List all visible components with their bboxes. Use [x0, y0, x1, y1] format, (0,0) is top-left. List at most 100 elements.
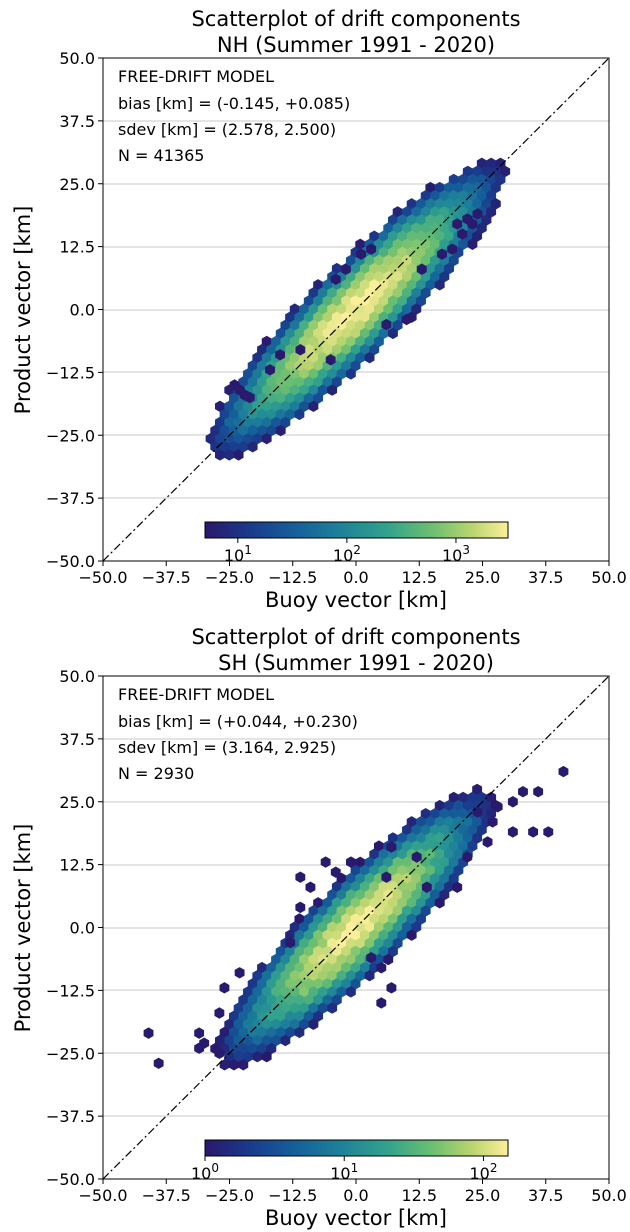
- hexbin-outlier: [285, 936, 296, 949]
- hexbin-cell: [214, 400, 225, 412]
- hexbin-cell: [229, 1010, 239, 1022]
- hexbin-cell: [392, 889, 403, 901]
- hexbin-cell: [373, 905, 384, 917]
- hexbin-cell: [430, 206, 440, 218]
- hexbin-cell: [275, 360, 286, 372]
- hexbin-cell: [261, 1034, 272, 1047]
- x-tick-label: −37.5: [142, 1186, 191, 1205]
- hexbin-cell: [289, 986, 300, 998]
- hexbin-cell: [467, 824, 478, 836]
- hexbin-cell: [392, 905, 403, 917]
- colorbar-tick-label: 103: [442, 543, 470, 565]
- hexbin-cell: [388, 864, 398, 877]
- hexbin-cell: [271, 953, 281, 966]
- hexbin-cell: [355, 905, 366, 917]
- x-tick-label: 37.5: [528, 1186, 564, 1205]
- hexbin-cell: [266, 408, 277, 421]
- hexbin-cell: [467, 173, 478, 186]
- hexbin-outlier: [330, 273, 341, 286]
- hexbin-cell: [271, 416, 281, 429]
- hexbin-cell: [350, 864, 361, 877]
- hexbin-cell: [430, 222, 440, 234]
- hexbin-cell: [369, 880, 380, 893]
- hexbin-cell: [490, 198, 501, 210]
- x-tick-label: 12.5: [401, 568, 437, 587]
- hexbin-outlier: [320, 856, 331, 868]
- hexbin-cell: [294, 1026, 305, 1039]
- hexbin-cell: [327, 303, 338, 315]
- hexbin-cell: [406, 230, 417, 242]
- hexbin-cell: [229, 1026, 239, 1039]
- hexbin-outlier: [507, 796, 518, 808]
- hexbin-cell: [294, 961, 305, 974]
- hexbin-cell: [430, 238, 440, 250]
- hexbin-cell: [378, 327, 389, 340]
- hexbin-cell: [322, 343, 333, 356]
- hexbin-cell: [308, 303, 319, 315]
- hexbin-outlier: [376, 997, 387, 1009]
- hexbin-cell: [416, 816, 426, 828]
- hexbin-cell: [229, 1059, 239, 1071]
- hexbin-cell: [280, 400, 291, 412]
- hexbin-cell: [294, 929, 305, 941]
- hexbin-cell: [275, 994, 286, 1006]
- hexbin-cell: [210, 424, 221, 437]
- hexbin-cell: [425, 246, 436, 259]
- hexbin-cell: [317, 921, 328, 933]
- hexbin-cell: [378, 945, 389, 958]
- hexbin-cell: [462, 181, 473, 194]
- hexbin-cell: [243, 986, 253, 998]
- hexbin-cell: [420, 872, 431, 885]
- hexbin-cell: [411, 824, 422, 836]
- colorbar-tick-label: 100: [191, 1161, 219, 1183]
- hexbin-cell: [331, 295, 342, 307]
- hexbin-cell: [257, 360, 267, 372]
- hexbin-cell: [252, 1051, 263, 1063]
- hexbin-cell: [486, 206, 497, 218]
- hexbin-cell: [392, 287, 403, 299]
- hexbin-cell: [317, 319, 328, 331]
- hexbin-cell: [261, 416, 272, 429]
- hexbin-cell: [434, 181, 445, 194]
- hexbin-cell: [308, 953, 319, 966]
- hexbin-cell: [406, 198, 417, 210]
- hexbin-cell: [402, 889, 412, 901]
- hexbin-cell: [317, 970, 328, 982]
- hexbin-cell: [420, 238, 431, 250]
- hexbin-cell: [397, 864, 408, 877]
- hexbin-cell: [467, 238, 478, 250]
- hexbin-cell: [313, 295, 324, 307]
- hexbin-cell: [373, 937, 384, 949]
- hexbin-cell: [285, 360, 295, 372]
- hexbin-cell: [481, 214, 492, 226]
- hexbin-cell: [289, 1018, 300, 1030]
- hexbin-cell: [243, 400, 253, 412]
- hexbin-cell: [299, 921, 310, 933]
- hexbin-cell: [458, 808, 469, 820]
- hexbin-cell: [448, 173, 459, 186]
- hexbin-cell: [359, 262, 370, 275]
- x-tick-labels: −50.0 −37.5 −25.0 −12.5 0.0 12.5 25.0 37.5 50.0: [78, 1179, 627, 1205]
- hexbin-outlier: [346, 856, 356, 868]
- hexbin-cell: [266, 392, 277, 404]
- hexbin-cell: [224, 416, 235, 429]
- hexbin-cell: [430, 889, 440, 901]
- hexbin-cell: [243, 433, 253, 445]
- hexbin-cell: [355, 319, 366, 331]
- hexbin-cell: [425, 262, 436, 275]
- hexbin-cell: [341, 897, 352, 909]
- hexbin-cell: [327, 905, 338, 917]
- hexbin-cell: [397, 848, 408, 860]
- hexbin-cell: [229, 441, 239, 453]
- hexbin-outlier: [386, 982, 397, 994]
- hexbin-cell: [341, 360, 352, 372]
- hexbin-cell: [406, 262, 417, 275]
- hexbin-cell: [472, 181, 483, 194]
- hexbin-cell: [336, 352, 347, 364]
- hexbin-cell: [434, 214, 445, 226]
- hexbin-cell: [402, 287, 412, 299]
- hexbin-cell: [420, 222, 431, 234]
- hexbin-cell: [322, 929, 333, 941]
- chart-subtitle: NH (Summer 1991 - 2020): [217, 33, 495, 57]
- hexbin-cell: [388, 214, 398, 226]
